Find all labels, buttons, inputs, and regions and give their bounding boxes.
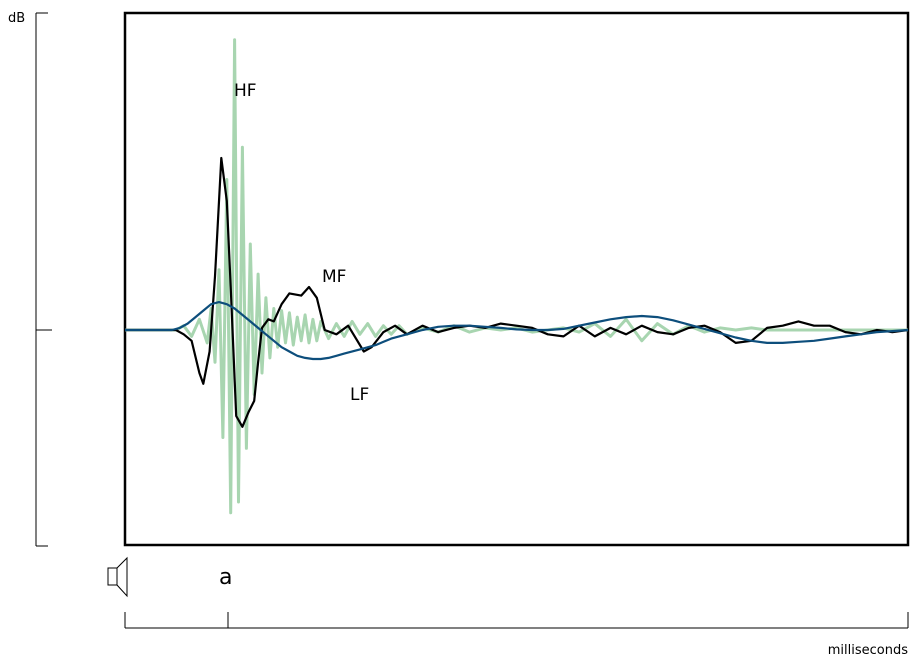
series-label-hf: HF (234, 81, 257, 101)
y-axis (35, 12, 52, 547)
y-axis-label: dB (8, 11, 25, 26)
series-label-mf: MF (322, 267, 346, 287)
x-axis-label: milliseconds (828, 643, 908, 658)
marker-label: a (219, 565, 232, 590)
series-line-lf (125, 301, 909, 361)
speaker-icon (107, 556, 128, 598)
series-layer (125, 38, 909, 515)
series-line-hf (125, 38, 908, 515)
x-axis (124, 612, 909, 629)
plot-frame (123, 11, 910, 547)
series-label-lf: LF (350, 385, 369, 405)
